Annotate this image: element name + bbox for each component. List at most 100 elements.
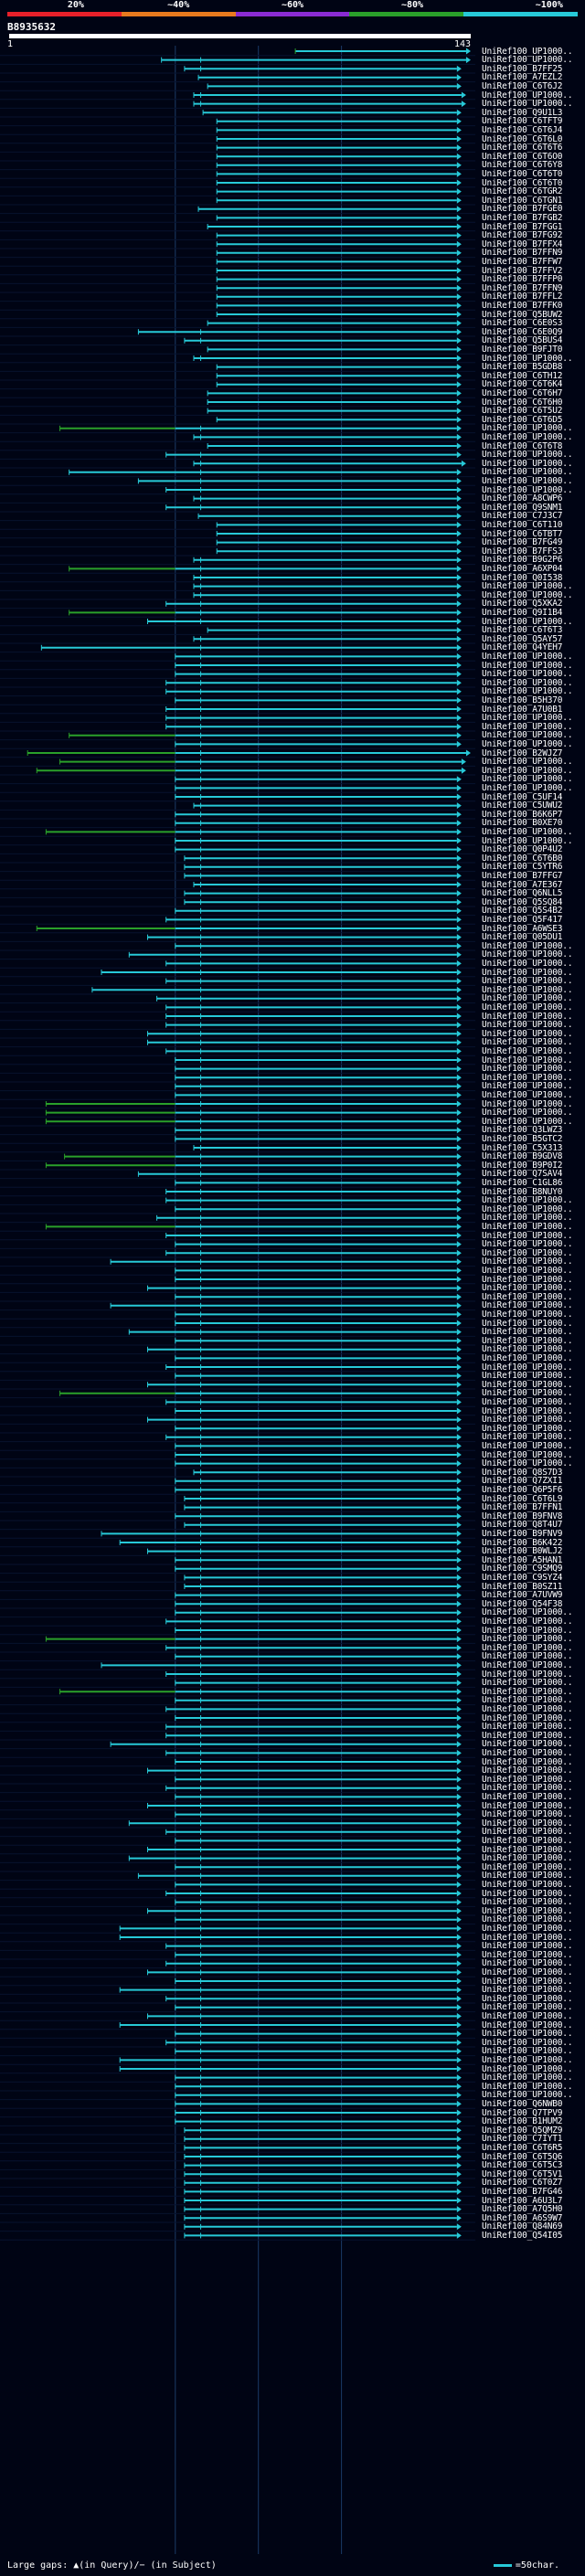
hit-label[interactable]: UniRef100_UP1000.. [482, 677, 573, 688]
hit-label[interactable]: UniRef100_A5HAN1 [482, 1554, 563, 1565]
hit-label[interactable]: UniRef100_UP1000.. [482, 1774, 573, 1785]
hit-label[interactable]: UniRef100_UP1000.. [482, 1256, 573, 1267]
hit-label[interactable]: UniRef100_B7FFG7 [482, 870, 563, 881]
hit-label[interactable]: UniRef100_B7FG46 [482, 2186, 563, 2197]
hit-label[interactable]: UniRef100_UP1000.. [482, 1800, 573, 1811]
hit-label[interactable]: UniRef100_Q5SQ84 [482, 896, 563, 907]
hit-label[interactable]: UniRef100_UP1000.. [482, 1362, 573, 1373]
hit-label[interactable]: UniRef100_UP1000.. [482, 581, 573, 592]
hit-label[interactable]: UniRef100_UP1000.. [482, 1423, 573, 1434]
hit-label[interactable]: UniRef100_UP1000.. [482, 1897, 573, 1908]
hit-label[interactable]: UniRef100_UP1000.. [482, 1116, 573, 1127]
hit-label[interactable]: UniRef100_UP1000.. [482, 835, 573, 846]
hit-label[interactable]: UniRef100_C6T6T0 [482, 177, 563, 188]
hit-label[interactable]: UniRef100_UP1000.. [482, 713, 573, 724]
hit-label[interactable]: UniRef100_Q4YEH7 [482, 642, 563, 653]
hit-label[interactable]: UniRef100_UP1000.. [482, 1722, 573, 1733]
hit-label[interactable]: UniRef100_C6T6R5 [482, 2142, 563, 2153]
hit-label[interactable]: UniRef100_B8NUY0 [482, 1186, 563, 1197]
hit-label[interactable]: UniRef100_B9G2P6 [482, 555, 563, 566]
hit-label[interactable]: UniRef100_B7FGB2 [482, 212, 563, 223]
hit-label[interactable]: UniRef100_UP1000.. [482, 1203, 573, 1214]
hit-label[interactable]: UniRef100_UP1000.. [482, 1958, 573, 1969]
hit-label[interactable]: UniRef100_B7FFV2 [482, 265, 563, 276]
hit-label[interactable]: UniRef100_Q7ZXI1 [482, 1476, 563, 1487]
hit-label[interactable]: UniRef100_B9FNV8 [482, 1511, 563, 1521]
hit-label[interactable]: UniRef100_UP1000.. [482, 1011, 573, 1022]
hit-label[interactable]: UniRef100_C6T5U2 [482, 406, 563, 417]
hit-label[interactable]: UniRef100_UP1000.. [482, 1616, 573, 1627]
hit-label[interactable]: UniRef100_UP1000.. [482, 2029, 573, 2040]
hit-label[interactable]: UniRef100_UP1000.. [482, 2054, 573, 2065]
hit-label[interactable]: UniRef100_C6T6J2 [482, 80, 563, 91]
hit-label[interactable]: UniRef100_UP1000.. [482, 1888, 573, 1899]
hit-label[interactable]: UniRef100_C5UWU2 [482, 800, 563, 811]
hit-label[interactable]: UniRef100_UP1000.. [482, 738, 573, 749]
hit-label[interactable]: UniRef100_A6S9W7 [482, 2212, 563, 2223]
hit-label[interactable]: UniRef100_UP1000.. [482, 949, 573, 960]
hit-label[interactable]: UniRef100_Q5F417 [482, 914, 563, 925]
hit-label[interactable]: UniRef100_B7FFN9 [482, 282, 563, 293]
hit-label[interactable]: UniRef100_UP1000.. [482, 616, 573, 627]
hit-label[interactable]: UniRef100_B5H370 [482, 694, 563, 705]
hit-label[interactable]: UniRef100_Q5QMZ9 [482, 2125, 563, 2136]
hit-label[interactable]: UniRef100_Q5S4B2 [482, 906, 563, 917]
hit-label[interactable]: UniRef100_C9SMQ9 [482, 1564, 563, 1574]
hit-label[interactable]: UniRef100_C6T110 [482, 519, 563, 530]
hit-label[interactable]: UniRef100_UP1000.. [482, 1327, 573, 1338]
hit-label[interactable]: UniRef100_UP1000.. [482, 1379, 573, 1390]
hit-label[interactable]: UniRef100_C7IYT1 [482, 2134, 563, 2145]
hit-label[interactable]: UniRef100_UP1000.. [482, 730, 573, 741]
hit-label[interactable]: UniRef100_C6T6T3 [482, 625, 563, 636]
hit-label[interactable]: UniRef100_UP1000.. [482, 1089, 573, 1100]
hit-label[interactable]: UniRef100_B2WJZ7 [482, 747, 563, 758]
hit-label[interactable]: UniRef100_C5X313 [482, 1142, 563, 1153]
hit-label[interactable]: UniRef100_B7FFW7 [482, 256, 563, 267]
hit-label[interactable]: UniRef100_UP1000.. [482, 1291, 573, 1302]
hit-label[interactable]: UniRef100_A7E367 [482, 879, 563, 890]
hit-label[interactable]: UniRef100_UP1000.. [482, 1914, 573, 1925]
hit-label[interactable]: UniRef100_UP1000.. [482, 1607, 573, 1618]
hit-label[interactable]: UniRef100_UP1000.. [482, 1879, 573, 1890]
hit-label[interactable]: UniRef100_B1HUM2 [482, 2116, 563, 2127]
hit-label[interactable]: UniRef100_UP1000.. [482, 1932, 573, 1943]
hit-label[interactable]: UniRef100_UP1000.. [482, 1976, 573, 1987]
hit-label[interactable]: UniRef100_UP1000.. [482, 765, 573, 776]
hit-label[interactable]: UniRef100_C6TH12 [482, 370, 563, 381]
hit-label[interactable]: UniRef100_B7FG92 [482, 230, 563, 241]
hit-label[interactable]: UniRef100_C6E0S3 [482, 318, 563, 329]
hit-label[interactable]: UniRef100_B7FFS3 [482, 546, 563, 557]
hit-label[interactable]: UniRef100_UP1000.. [482, 1440, 573, 1451]
hit-label[interactable]: UniRef100_C6TFT9 [482, 116, 563, 127]
hit-label[interactable]: UniRef100_B9GDV8 [482, 1151, 563, 1162]
hit-label[interactable]: UniRef100_Q54F38 [482, 1598, 563, 1609]
hit-label[interactable]: UniRef100_UP1000.. [482, 651, 573, 662]
hit-label[interactable]: UniRef100_B0XE70 [482, 818, 563, 829]
hit-label[interactable]: UniRef100_UP1000.. [482, 1686, 573, 1697]
hit-label[interactable]: UniRef100_Q54I05 [482, 2230, 563, 2241]
hit-label[interactable]: UniRef100_C6T6O0 [482, 151, 563, 162]
hit-label[interactable]: UniRef100_B9FNV9 [482, 1528, 563, 1539]
hit-label[interactable]: UniRef100_Q8T4U7 [482, 1520, 563, 1531]
hit-label[interactable]: UniRef100_C5UF14 [482, 791, 563, 802]
hit-label[interactable]: UniRef100_UP1000.. [482, 2046, 573, 2057]
hit-label[interactable]: UniRef100_UP1000.. [482, 1064, 573, 1075]
hit-label[interactable]: UniRef100_UP1000.. [482, 1966, 573, 1977]
hit-label[interactable]: UniRef100_UP1000.. [482, 1388, 573, 1399]
hit-label[interactable]: UniRef100_UP1000.. [482, 2037, 573, 2048]
hit-label[interactable]: UniRef100_C6TGN1 [482, 195, 563, 206]
hit-label[interactable]: UniRef100_UP1000.. [482, 1783, 573, 1794]
hit-label[interactable]: UniRef100_UP1000.. [482, 1098, 573, 1109]
hit-label[interactable]: UniRef100_A7UVW9 [482, 1590, 563, 1601]
hit-label[interactable]: UniRef100_UP1000.. [482, 782, 573, 793]
hit-label[interactable]: UniRef100_UP1000.. [482, 1195, 573, 1206]
hit-label[interactable]: UniRef100_UP1000.. [482, 475, 573, 486]
hit-label[interactable]: UniRef100_UP1000.. [482, 1871, 573, 1882]
hit-label[interactable]: UniRef100_B7FFK0 [482, 300, 563, 311]
hit-label[interactable]: UniRef100_C6T6B0 [482, 853, 563, 864]
hit-label[interactable]: UniRef100_B7FGE0 [482, 204, 563, 215]
hit-label[interactable]: UniRef100_B7FG49 [482, 537, 563, 548]
hit-label[interactable]: UniRef100_C6T6L9 [482, 1493, 563, 1504]
hit-label[interactable]: UniRef100_UP1000.. [482, 1739, 573, 1750]
hit-label[interactable]: UniRef100_C1GL86 [482, 1177, 563, 1188]
